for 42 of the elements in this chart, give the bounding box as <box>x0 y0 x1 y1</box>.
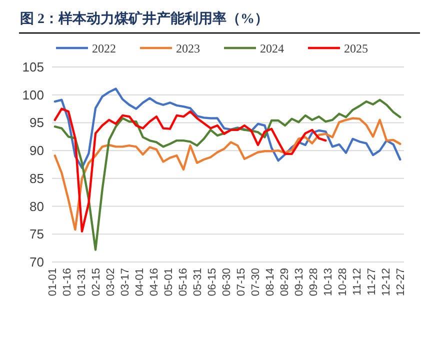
x-tick-label: 01-01 <box>47 268 59 296</box>
x-tick-label: 05-31 <box>192 268 204 296</box>
chart-title: 图 2：样本动力煤矿井产能利用率（%） <box>20 10 268 27</box>
x-tick-label: 02-15 <box>90 268 103 296</box>
y-tick-label: 75 <box>30 226 44 242</box>
x-tick-label: 07-15 <box>236 268 248 296</box>
y-tick-label: 105 <box>22 60 44 74</box>
line-series <box>54 88 402 169</box>
line-series <box>54 108 327 232</box>
x-tick-label: 10-28 <box>337 268 350 296</box>
x-tick-label: 05-01 <box>163 268 176 296</box>
legend-label: 2023 <box>176 42 200 56</box>
y-tick-label: 100 <box>22 87 44 102</box>
x-tick-label: 03-17 <box>120 268 132 296</box>
x-tick-label: 03-02 <box>105 268 118 296</box>
x-tick-label: 04-01 <box>134 268 146 296</box>
x-tick-label: 11-12 <box>352 268 364 296</box>
x-tick-label: 07-30 <box>250 268 262 296</box>
x-tick-label: 01-16 <box>62 268 74 296</box>
x-tick-label: 09-13 <box>294 268 306 296</box>
line-series <box>54 98 402 251</box>
y-tick-label: 80 <box>30 198 44 214</box>
x-tick-label: 06-30 <box>221 268 234 296</box>
x-tick-label: 12-27 <box>395 268 408 296</box>
x-tick-label: 05-16 <box>178 268 190 296</box>
y-tick-label: 70 <box>30 254 44 270</box>
legend-label: 2024 <box>260 42 284 56</box>
x-tick-label: 12-12 <box>380 268 393 296</box>
legend-label: 2025 <box>344 42 368 56</box>
y-tick-label: 95 <box>30 115 44 130</box>
x-tick-label: 06-15 <box>206 268 219 296</box>
x-tick-label: 11-27 <box>366 268 378 296</box>
x-tick-label: 08-14 <box>264 268 277 296</box>
x-tick-label: 01-31 <box>76 268 88 296</box>
line-series <box>54 117 402 231</box>
x-tick-label: 10-13 <box>322 268 335 296</box>
x-tick-label: 04-16 <box>148 268 161 296</box>
legend-label: 2022 <box>92 42 116 56</box>
y-tick-label: 90 <box>30 143 44 158</box>
x-tick-label: 09-28 <box>308 268 320 296</box>
y-tick-label: 85 <box>30 170 44 186</box>
x-tick-label: 08-29 <box>279 268 292 296</box>
